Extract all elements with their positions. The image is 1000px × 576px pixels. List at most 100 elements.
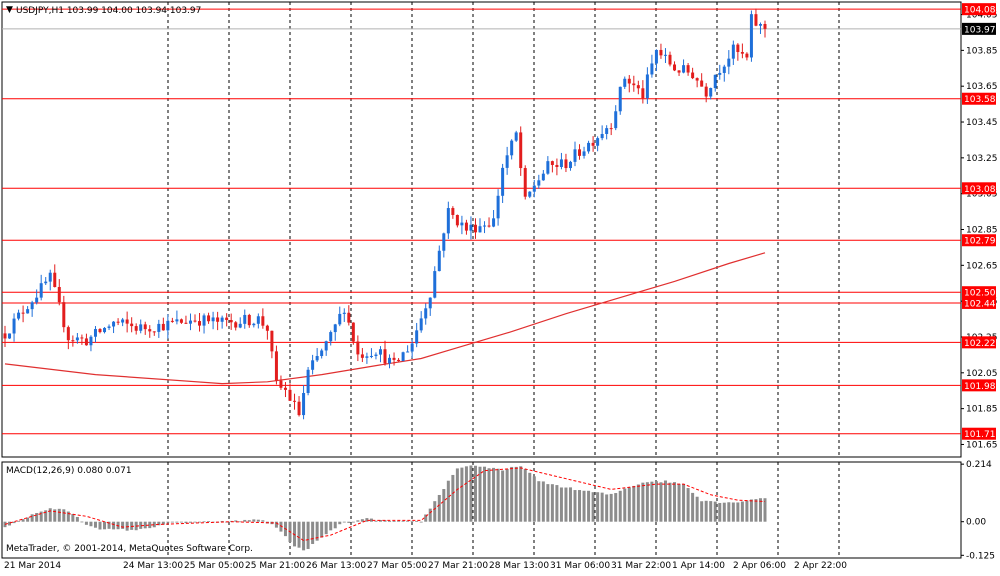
candle-body (234, 322, 238, 328)
macd-bar (704, 500, 708, 522)
candle-body (270, 330, 274, 352)
macd-bar (532, 476, 536, 522)
candle-body (202, 315, 206, 326)
symbol-triangle-icon[interactable]: ▼ (6, 5, 13, 15)
macd-bar (3, 521, 7, 528)
macd-bar (537, 481, 541, 522)
candle-body (718, 72, 722, 75)
macd-histogram (3, 465, 767, 551)
candle-body (112, 321, 116, 327)
candle-body (686, 65, 690, 73)
x-tick-label: 31 Mar 06:00 (550, 561, 610, 571)
y-tick-label: 103.05 (966, 190, 998, 200)
macd-bar (84, 521, 88, 525)
candle-body (713, 74, 717, 89)
candle-body (578, 149, 582, 156)
macd-y-tick-label: -0.125 (966, 551, 995, 561)
candle-body (338, 313, 342, 325)
candle-body (591, 142, 595, 146)
macd-y-tick-label: 0.214 (966, 460, 992, 470)
macd-bar (57, 508, 61, 522)
candle-body (682, 65, 686, 73)
macd-bar (365, 518, 369, 522)
candle-body (369, 355, 373, 357)
macd-bar (446, 480, 450, 522)
macd-bar (419, 521, 423, 523)
macd-bar (207, 521, 211, 523)
candle-body (618, 86, 622, 112)
macd-bar (315, 521, 319, 541)
candle-body (311, 360, 315, 370)
macd-bar (256, 519, 260, 522)
candle-body (324, 341, 328, 351)
candle-body (492, 218, 496, 227)
level-tag-bg (962, 92, 996, 105)
macd-bar (763, 498, 767, 522)
macd-bar (293, 521, 297, 547)
candle-body (654, 49, 658, 64)
macd-bar (397, 520, 401, 522)
macd-bar (75, 516, 79, 522)
candle-body (139, 324, 143, 331)
candle-body (487, 225, 491, 227)
macd-bar (464, 466, 468, 522)
macd-bar (501, 470, 505, 522)
candle-body (473, 224, 477, 233)
candle-body (306, 369, 310, 393)
level-tag-label: 104.08 (964, 6, 996, 16)
level-tag-label: 101.71 (964, 430, 996, 440)
macd-bar (39, 511, 43, 522)
candle-body (157, 323, 161, 332)
macd-bar (21, 519, 25, 522)
macd-bar (107, 521, 111, 529)
macd-bar (596, 492, 600, 522)
macd-bar (487, 468, 491, 522)
candle-body (247, 314, 251, 326)
macd-axis: 0.214 0.00 -0.125 (961, 460, 995, 561)
macd-bar (12, 521, 16, 524)
macd-bar (130, 521, 134, 530)
candle-body (297, 401, 301, 416)
macd-bar (641, 482, 645, 522)
x-tick-label: 27 Mar 21:00 (428, 561, 488, 571)
macd-bar (410, 520, 414, 522)
macd-bar (247, 520, 251, 522)
macd-bar (668, 482, 672, 522)
candle-body (103, 327, 107, 333)
candle-body (446, 208, 450, 234)
candle-body (152, 331, 156, 333)
macd-bar (93, 521, 97, 528)
candle-body (225, 317, 229, 321)
macd-bar (460, 467, 464, 522)
macd-bar (451, 474, 455, 522)
candle-body (148, 329, 152, 332)
candle-body (677, 70, 681, 73)
macd-bar (519, 466, 523, 522)
macd-bar (623, 488, 627, 522)
macd-bar (591, 492, 595, 522)
candle-body (35, 297, 39, 303)
macd-bar (496, 468, 500, 522)
candle-body (559, 159, 563, 167)
macd-bar (261, 520, 265, 522)
macd-bar (17, 520, 21, 522)
macd-bar (360, 519, 364, 522)
x-tick-label: 28 Mar 13:00 (489, 561, 549, 571)
macd-bar (555, 485, 559, 522)
x-tick-label: 25 Mar 05:00 (184, 561, 244, 571)
candle-body (722, 66, 726, 73)
macd-bar (713, 501, 717, 522)
level-tag-label: 102.44 (964, 299, 996, 309)
candles (3, 8, 767, 420)
candle-body (374, 354, 378, 356)
candle-body (252, 323, 256, 326)
level-tag-label: 102.79 (964, 237, 996, 247)
macd-bar (143, 521, 147, 529)
x-tick-label: 31 Mar 22:00 (611, 561, 671, 571)
y-tick-label: 101.85 (966, 405, 998, 415)
candle-body (424, 308, 428, 319)
candle-body (216, 317, 220, 322)
candle-body (48, 272, 52, 282)
x-tick-label: 2 Apr 22:00 (794, 561, 847, 571)
macd-bar (722, 502, 726, 522)
